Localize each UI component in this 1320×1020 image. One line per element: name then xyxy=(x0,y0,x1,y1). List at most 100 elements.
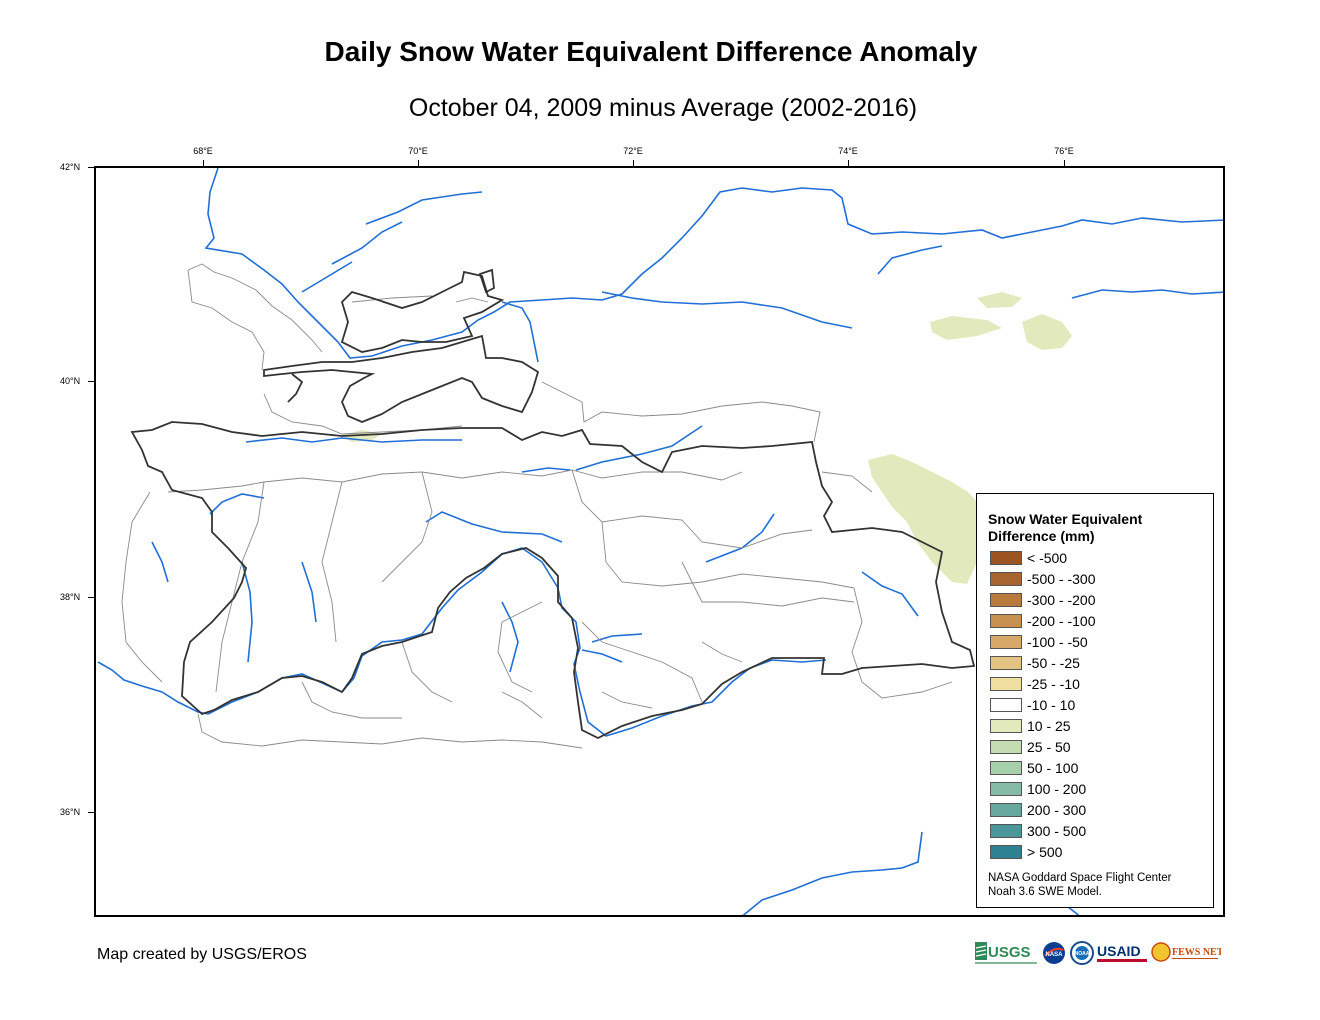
legend-label: 10 - 25 xyxy=(1027,718,1071,734)
svg-text:FEWS NET: FEWS NET xyxy=(1172,947,1221,958)
country-border xyxy=(287,373,304,403)
anomaly-patch xyxy=(868,454,977,584)
latitude-label-42: 42°N xyxy=(60,162,81,172)
longitude-label-68: 68°E xyxy=(193,146,213,156)
basin-boundary xyxy=(167,469,743,493)
river xyxy=(877,245,943,275)
legend-label: 200 - 300 xyxy=(1027,802,1087,818)
basin-boundary xyxy=(501,691,543,719)
basin-boundary xyxy=(851,587,953,699)
river xyxy=(861,571,919,617)
legend-label: -200 - -100 xyxy=(1027,613,1096,629)
river xyxy=(705,513,775,563)
legend-swatch xyxy=(990,782,1022,796)
anomaly-patch xyxy=(930,316,1002,340)
longitude-label-70: 70°E xyxy=(408,146,428,156)
legend-swatch xyxy=(990,614,1022,628)
svg-text:NOAA: NOAA xyxy=(1075,951,1090,957)
legend-label: 100 - 200 xyxy=(1027,781,1087,797)
fewsnet-logo: FEWS NET xyxy=(1151,942,1221,962)
country-border xyxy=(340,270,505,353)
river xyxy=(581,649,623,663)
river xyxy=(1071,289,1223,299)
longitude-tick xyxy=(848,160,849,167)
map-subtitle: October 04, 2009 minus Average (2002-201… xyxy=(408,94,918,122)
legend-swatch xyxy=(990,656,1022,670)
basin-boundary xyxy=(263,393,463,435)
basin-boundary xyxy=(701,641,743,663)
country-border xyxy=(478,268,495,294)
legend-swatch xyxy=(990,677,1022,691)
usgs-logo: USGS xyxy=(975,942,1037,964)
svg-text:NASA: NASA xyxy=(1045,952,1063,958)
basin-boundary xyxy=(601,521,855,589)
basin-boundary xyxy=(681,561,855,607)
map-credit: Map created by USGS/EROS xyxy=(97,946,307,963)
latitude-tick xyxy=(88,597,95,598)
legend-label: 300 - 500 xyxy=(1027,823,1087,839)
legend-swatch xyxy=(990,593,1022,607)
longitude-tick xyxy=(418,160,419,167)
river xyxy=(575,425,703,471)
legend-swatch xyxy=(990,845,1022,859)
basin-boundary xyxy=(215,481,265,693)
river xyxy=(97,661,209,715)
anomaly-patch xyxy=(1022,314,1072,350)
legend-swatch xyxy=(990,572,1022,586)
basin-boundary xyxy=(301,681,402,719)
legend-label: -100 - -50 xyxy=(1027,634,1088,650)
basin-boundary xyxy=(401,641,453,703)
basin-boundary xyxy=(381,471,433,583)
river xyxy=(591,633,643,643)
basin-boundary xyxy=(351,295,433,303)
longitude-tick xyxy=(1064,160,1065,167)
basin-boundary xyxy=(581,621,703,703)
legend: Snow Water Equivalent Difference (mm) < … xyxy=(976,493,1214,908)
legend-label: -500 - -300 xyxy=(1027,571,1096,587)
legend-label: 50 - 100 xyxy=(1027,760,1079,776)
latitude-tick xyxy=(88,812,95,813)
noaa-logo: NOAA xyxy=(1070,941,1094,965)
legend-swatch xyxy=(990,740,1022,754)
legend-swatch xyxy=(990,698,1022,712)
basin-boundary xyxy=(541,381,821,443)
longitude-tick xyxy=(633,160,634,167)
river xyxy=(209,493,265,515)
legend-title: Snow Water Equivalent Difference (mm) xyxy=(988,511,1143,544)
river xyxy=(601,291,853,329)
river xyxy=(501,601,519,673)
river xyxy=(742,831,923,915)
credit-line: Noah 3.6 SWE Model. xyxy=(988,886,1102,898)
anomaly-patch xyxy=(977,292,1022,308)
svg-text:USAID: USAID xyxy=(1097,943,1141,959)
river xyxy=(365,191,483,225)
country-border xyxy=(130,421,976,740)
legend-swatch xyxy=(990,719,1022,733)
basin-boundary xyxy=(571,469,813,549)
longitude-label-74: 74°E xyxy=(838,146,858,156)
country-borders xyxy=(130,268,976,740)
basin-boundary xyxy=(197,713,583,749)
legend-label: -50 - -25 xyxy=(1027,655,1080,671)
basin-boundary xyxy=(187,269,265,371)
map-canvas xyxy=(97,168,1223,915)
credit-line: NASA Goddard Space Flight Center xyxy=(988,872,1172,884)
basin-boundary xyxy=(497,601,543,693)
country-border xyxy=(263,334,540,423)
longitude-label-72: 72°E xyxy=(623,146,643,156)
river xyxy=(245,437,462,443)
partner-logos: USGS NASA NOAA USAID FEWS NET xyxy=(975,940,1221,966)
river xyxy=(301,261,353,293)
legend-label: 25 - 50 xyxy=(1027,739,1071,755)
legend-credit: NASA Goddard Space Flight Center Noah 3.… xyxy=(988,871,1171,899)
legend-label: -300 - -200 xyxy=(1027,592,1096,608)
latitude-tick xyxy=(88,167,95,168)
legend-label: -10 - 10 xyxy=(1027,697,1076,713)
longitude-tick xyxy=(203,160,204,167)
river xyxy=(151,541,169,583)
river xyxy=(425,511,563,543)
river xyxy=(301,561,317,623)
basin-boundary xyxy=(121,491,163,683)
river xyxy=(207,547,827,737)
latitude-label-38: 38°N xyxy=(60,592,81,602)
